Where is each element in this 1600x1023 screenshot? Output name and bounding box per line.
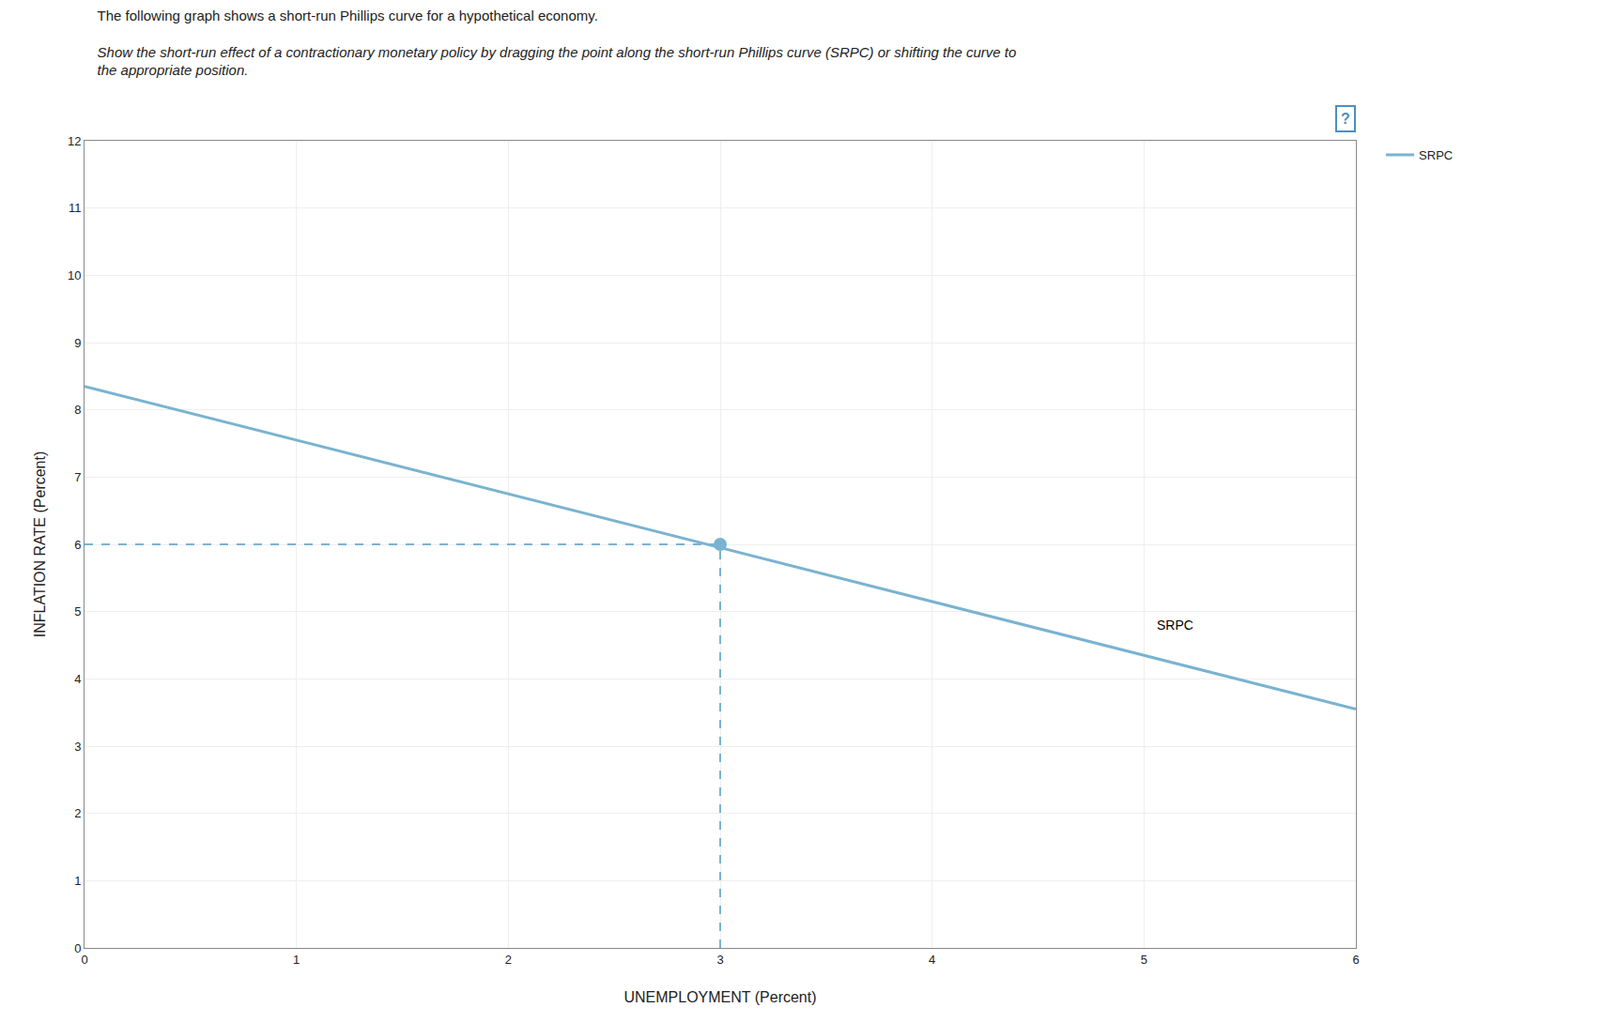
svg-text:2: 2 <box>74 806 81 821</box>
svg-text:0: 0 <box>80 953 88 968</box>
svg-text:4: 4 <box>74 672 81 687</box>
svg-text:UNEMPLOYMENT (Percent): UNEMPLOYMENT (Percent) <box>623 989 816 1006</box>
svg-text:3: 3 <box>716 953 724 968</box>
svg-text:8: 8 <box>74 402 81 417</box>
svg-text:5: 5 <box>1140 953 1148 968</box>
svg-text:?: ? <box>1340 110 1351 127</box>
svg-text:4: 4 <box>928 953 936 968</box>
svg-text:1: 1 <box>292 953 300 968</box>
svg-text:6: 6 <box>74 538 81 553</box>
svg-text:INFLATION RATE (Percent): INFLATION RATE (Percent) <box>31 451 48 639</box>
svg-text:12: 12 <box>67 134 81 149</box>
svg-text:3: 3 <box>74 739 81 754</box>
svg-text:The following graph shows a sh: The following graph shows a short-run Ph… <box>97 7 1017 79</box>
svg-text:5: 5 <box>74 604 81 619</box>
svg-text:SRPC: SRPC <box>1418 148 1453 163</box>
svg-text:7: 7 <box>74 470 81 485</box>
svg-text:10: 10 <box>67 268 81 283</box>
svg-text:SRPC: SRPC <box>1156 617 1194 633</box>
svg-text:2: 2 <box>505 953 512 968</box>
svg-text:9: 9 <box>74 336 81 351</box>
svg-text:6: 6 <box>1352 953 1359 968</box>
svg-text:11: 11 <box>68 200 82 216</box>
svg-text:1: 1 <box>74 874 81 889</box>
svg-text:0: 0 <box>74 941 81 956</box>
